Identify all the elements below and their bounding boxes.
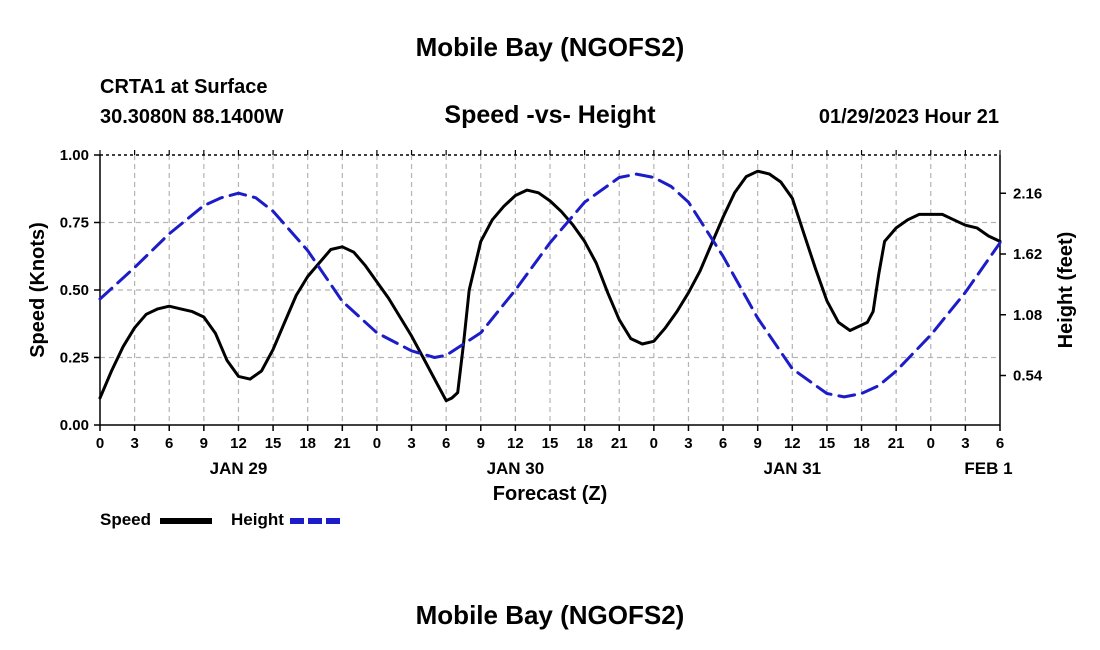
y-tick-label: 0.75 [60, 215, 89, 232]
x-date-label: JAN 29 [210, 459, 268, 478]
x-tick-label: 12 [230, 435, 247, 452]
x-tick-label: 0 [650, 435, 658, 452]
x-date-label: JAN 31 [763, 459, 821, 478]
x-tick-label: 21 [888, 435, 905, 452]
x-tick-label: 18 [576, 435, 593, 452]
station-label: CRTA1 at Surface [100, 76, 268, 98]
y-tick-label: 0.50 [60, 282, 89, 299]
x-axis-label: Forecast (Z) [493, 483, 607, 505]
legend-height-swatch [290, 518, 342, 524]
y-axis-label: Speed (Knots) [27, 222, 49, 358]
legend-speed-label: Speed [100, 510, 152, 529]
x-tick-label: 15 [265, 435, 282, 452]
series-line-height [98, 172, 1002, 399]
x-tick-label: 12 [784, 435, 801, 452]
y2-tick-label: 1.62 [1013, 246, 1042, 263]
series-line-speed [98, 169, 1002, 403]
x-tick-label: 15 [542, 435, 559, 452]
x-tick-label: 6 [719, 435, 727, 452]
y2-axis-label: Height (feet) [1055, 232, 1077, 349]
x-tick-label: 18 [853, 435, 870, 452]
x-tick-label: 0 [373, 435, 381, 452]
x-tick-label: 0 [927, 435, 935, 452]
chart-title-bottom: Mobile Bay (NGOFS2) [415, 600, 685, 630]
x-tick-label: 18 [299, 435, 316, 452]
x-tick-label: 21 [334, 435, 351, 452]
x-tick-label: 9 [477, 435, 485, 452]
x-date-label: FEB 1 [964, 459, 1012, 478]
chart-subtitle: Speed -vs- Height [444, 101, 656, 129]
x-tick-label: 6 [165, 435, 173, 452]
forecast-timestamp: 01/29/2023 Hour 21 [818, 106, 999, 128]
y-tick-label: 0.00 [60, 417, 89, 434]
x-tick-label: 21 [611, 435, 628, 452]
legend-speed-swatch [160, 518, 212, 524]
x-tick-label: 6 [442, 435, 450, 452]
x-tick-label: 3 [961, 435, 969, 452]
x-tick-label: 15 [819, 435, 836, 452]
x-tick-label: 0 [96, 435, 104, 452]
x-tick-label: 6 [996, 435, 1004, 452]
y-tick-label: 0.25 [60, 350, 89, 367]
x-date-label: JAN 30 [487, 459, 545, 478]
x-tick-label: 9 [200, 435, 208, 452]
x-tick-label: 3 [407, 435, 415, 452]
chart-title-top: Mobile Bay (NGOFS2) [415, 32, 685, 62]
x-tick-label: 3 [130, 435, 138, 452]
station-coordinates: 30.3080N 88.1400W [100, 106, 284, 128]
x-tick-label: 9 [754, 435, 762, 452]
legend-height-label: Height [231, 510, 284, 529]
x-tick-label: 3 [684, 435, 692, 452]
y2-tick-label: 0.54 [1013, 368, 1043, 385]
y2-tick-label: 1.08 [1013, 307, 1042, 324]
y-tick-label: 1.00 [60, 147, 89, 164]
y2-tick-label: 2.16 [1013, 185, 1042, 202]
x-tick-label: 12 [507, 435, 524, 452]
